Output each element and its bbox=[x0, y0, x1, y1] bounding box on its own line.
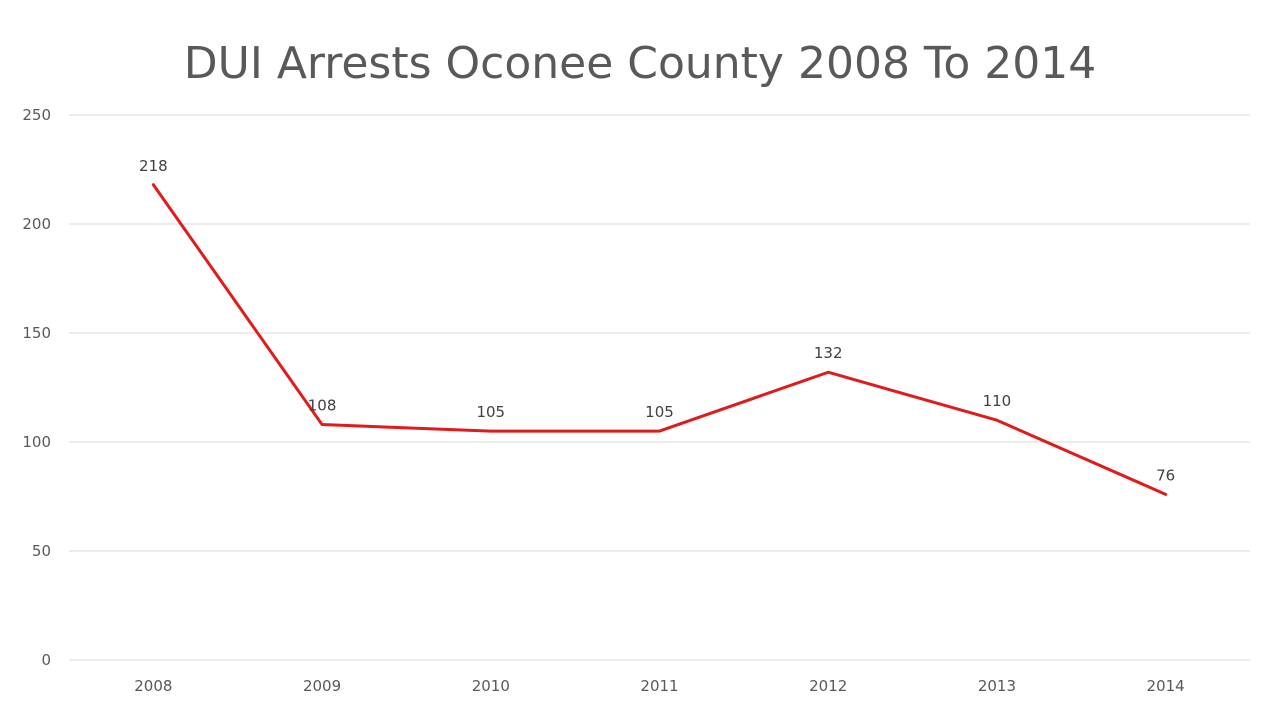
y-tick-label: 100 bbox=[22, 433, 51, 451]
series-group bbox=[151, 183, 1168, 496]
gridlines bbox=[69, 114, 1250, 661]
x-axis-ticks: 2008 2009 2010 2011 2012 2013 2014 bbox=[134, 677, 1184, 695]
data-labels: 218 108 105 105 132 110 76 bbox=[139, 157, 1175, 485]
data-label: 76 bbox=[1156, 466, 1175, 484]
y-tick-label: 50 bbox=[32, 542, 51, 560]
y-axis-ticks: 0 50 100 150 200 250 bbox=[22, 106, 51, 669]
y-tick-label: 200 bbox=[22, 215, 51, 233]
data-label: 132 bbox=[814, 344, 843, 362]
x-tick-label: 2009 bbox=[303, 677, 341, 695]
y-tick-label: 250 bbox=[22, 106, 51, 124]
data-label: 110 bbox=[983, 392, 1012, 410]
y-tick-label: 150 bbox=[22, 324, 51, 342]
x-tick-label: 2008 bbox=[134, 677, 172, 695]
chart-title: DUI Arrests Oconee County 2008 To 2014 bbox=[183, 38, 1097, 89]
data-label: 105 bbox=[645, 403, 674, 421]
x-tick-label: 2012 bbox=[809, 677, 847, 695]
data-label: 108 bbox=[308, 397, 337, 415]
data-label: 218 bbox=[139, 157, 168, 175]
series-line bbox=[151, 183, 1168, 496]
data-label: 105 bbox=[476, 403, 505, 421]
x-tick-label: 2010 bbox=[472, 677, 510, 695]
x-tick-label: 2013 bbox=[978, 677, 1016, 695]
x-tick-label: 2011 bbox=[640, 677, 678, 695]
y-tick-label: 0 bbox=[41, 651, 51, 669]
x-tick-label: 2014 bbox=[1147, 677, 1185, 695]
